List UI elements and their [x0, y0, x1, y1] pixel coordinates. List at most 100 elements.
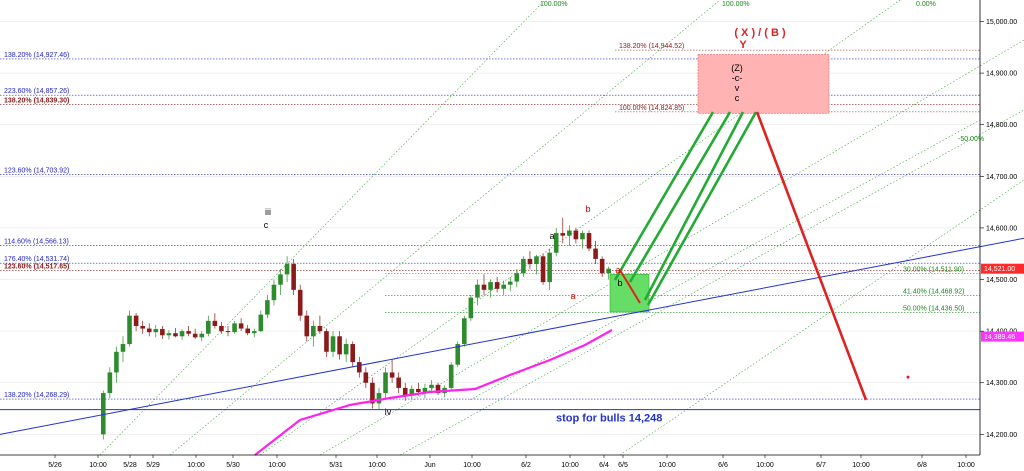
candle-body	[606, 268, 612, 274]
target-zone-box	[697, 54, 830, 114]
fib-level-label: 176.40% (14,531.74)	[4, 256, 69, 263]
time-tick-label: 10:00	[368, 462, 386, 469]
time-tick-label: 10:00	[268, 462, 286, 469]
candle-body	[462, 318, 467, 345]
candle-body	[192, 333, 198, 338]
candle-body	[455, 344, 461, 365]
projection-up-line	[628, 111, 732, 283]
candle-body	[271, 284, 277, 301]
candle-body	[232, 323, 237, 333]
candle-body	[284, 264, 290, 275]
candle-body	[146, 328, 152, 333]
price-tick-label: 14,200.00	[986, 432, 1017, 439]
candle-body	[540, 256, 546, 283]
channel-label: 0.00%	[916, 1, 936, 8]
time-tick-label: 6/4	[599, 462, 609, 469]
candle-body	[580, 233, 585, 240]
candle-body	[435, 384, 441, 394]
time-tick-label: 10:00	[89, 462, 107, 469]
candle-body	[514, 273, 520, 282]
candle-body	[376, 393, 382, 404]
channel-line	[469, 119, 981, 401]
wave-label: iv	[385, 407, 392, 417]
candle-body	[370, 382, 375, 404]
candle-body	[153, 329, 159, 333]
time-tick-label: 10:00	[658, 462, 676, 469]
candle-body	[291, 264, 296, 290]
candle-body	[212, 320, 218, 326]
time-tick-label: 6/5	[618, 462, 628, 469]
candle-body	[409, 388, 415, 396]
fib-level-label: 223.60% (14,857.26)	[4, 88, 69, 95]
price-tick-label: 14,300.00	[986, 380, 1017, 387]
candle-body	[173, 333, 178, 337]
candle-body	[166, 333, 172, 336]
moving-average-line	[254, 329, 613, 456]
candle-body	[304, 315, 310, 337]
fib-level-label: 123.60% (14,517.65)	[4, 263, 69, 270]
candle-body	[586, 233, 592, 249]
candle-body	[160, 329, 165, 336]
labels-layer: 100.00% 100.00% 0.00% -50.00% 138.20% (14,92…	[4, 1, 984, 425]
price-badge-label: 14,389.46	[984, 334, 1015, 341]
projection-up-line	[646, 111, 758, 306]
candle-body	[311, 325, 316, 337]
candle-body	[560, 233, 566, 236]
channel-line	[99, 0, 546, 456]
wave-label: a	[549, 231, 554, 241]
fib-level-label: 138.20% (14,944.52)	[619, 43, 684, 50]
price-axis: 15,000.00 14,900.00 14,800.00 14,700.00 14,6…	[979, 0, 1024, 455]
candle-body	[481, 284, 487, 290]
time-tick-label: 5/31	[329, 462, 343, 469]
candle-body	[100, 393, 106, 435]
candle-body	[363, 372, 369, 383]
time-tick-label: 10:00	[463, 462, 481, 469]
candle-body	[567, 230, 572, 236]
candle-body	[573, 230, 579, 240]
fib-level-label: 138.20% (14,927.46)	[4, 52, 69, 59]
marker-dot	[906, 375, 910, 379]
candle-body	[238, 323, 244, 329]
candle-body	[343, 344, 349, 355]
candle-body	[389, 372, 395, 378]
wave-label: b	[617, 278, 622, 288]
channel-label: 100.00%	[722, 1, 750, 8]
candle-body	[429, 384, 434, 388]
price-tick-label: 14,800.00	[986, 122, 1017, 129]
price-badge-label: 14,521.00	[984, 266, 1015, 273]
candle-body	[593, 248, 598, 259]
price-tick-label: 14,500.00	[986, 277, 1017, 284]
time-tick-label: 10:00	[561, 462, 579, 469]
fib-level-label: 41.40% (14,468.92)	[903, 289, 965, 296]
candle-body	[475, 284, 480, 298]
candle-body	[206, 320, 211, 334]
wave-label: a	[570, 291, 575, 301]
stop-label: stop for bulls 14,248	[556, 413, 662, 425]
price-tick-label: 15,000.00	[986, 19, 1017, 26]
fib-level-label: 123.60% (14,703.92)	[4, 167, 69, 174]
projection-up-line	[643, 111, 745, 301]
candle-body	[356, 362, 362, 373]
candle-body	[324, 331, 329, 352]
fib-level-label: 30.00% (14,511.90)	[903, 266, 964, 273]
price-tick-label: 14,600.00	[986, 225, 1017, 232]
time-tick-label: 10:00	[756, 462, 774, 469]
candle-body	[258, 314, 264, 332]
candle-body	[179, 331, 185, 337]
wave-label: iii	[265, 207, 271, 217]
candle-body	[501, 284, 506, 289]
candle-body	[416, 388, 421, 393]
candle-body	[553, 233, 559, 253]
time-tick-label: 5/26	[48, 462, 62, 469]
wave-label: b	[585, 204, 590, 214]
candles	[100, 217, 612, 440]
price-tick-label: 14,700.00	[986, 174, 1017, 181]
time-tick-label: 5/28	[123, 462, 137, 469]
trendline	[0, 237, 1024, 435]
time-tick-label: 10:00	[957, 462, 975, 469]
top-label-line2: Y	[739, 39, 747, 51]
candle-body	[133, 315, 139, 326]
candle-body	[317, 325, 323, 332]
